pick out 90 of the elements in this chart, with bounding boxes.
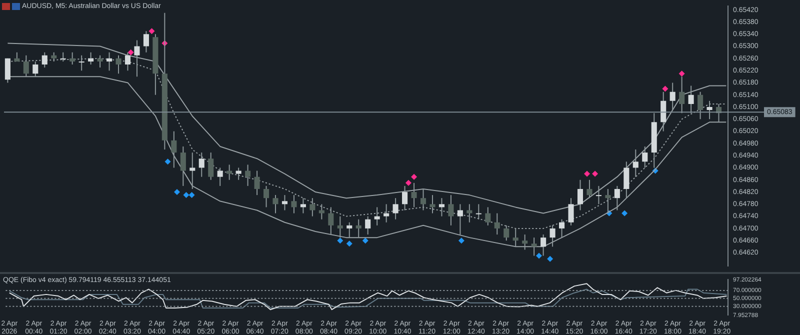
point (584, 170, 590, 177)
candlestick (430, 194, 436, 214)
candlestick (522, 234, 528, 250)
point (188, 192, 195, 198)
point (622, 210, 628, 216)
candlestick (438, 198, 444, 217)
candlestick (504, 224, 510, 242)
candlestick (318, 204, 324, 220)
candlestick (263, 185, 270, 208)
point (458, 238, 464, 244)
candlestick (78, 54, 84, 72)
point (337, 238, 344, 244)
candlestick (97, 54, 103, 68)
point (678, 70, 685, 77)
candlestick (236, 167, 242, 180)
candlestick (171, 130, 177, 168)
candlestick (457, 204, 463, 236)
candlestick (198, 152, 204, 178)
candlestick (245, 164, 251, 186)
point (183, 192, 190, 198)
candlestick (512, 228, 518, 248)
candlestick (586, 179, 592, 199)
candlestick (14, 52, 20, 62)
point (536, 252, 542, 259)
point (411, 174, 418, 180)
candlestick (706, 100, 712, 120)
candlestick (190, 152, 196, 190)
candlestick (300, 198, 306, 214)
candlestick (660, 91, 666, 132)
candlestick (384, 204, 390, 223)
candlestick (392, 198, 398, 220)
candlestick (143, 30, 149, 53)
point (405, 180, 412, 186)
candlestick (596, 185, 602, 205)
candlestick (374, 206, 380, 226)
candlestick (208, 152, 214, 180)
candlestick (365, 216, 371, 236)
candlestick (70, 52, 76, 65)
candlestick (577, 179, 584, 211)
candlestick (291, 194, 297, 214)
candlestick (4, 58, 10, 84)
candlestick (124, 52, 131, 72)
candlestick (485, 206, 491, 226)
candlestick (180, 146, 186, 186)
point (164, 158, 171, 165)
candlestick (531, 237, 537, 256)
point (128, 49, 134, 56)
candlestick (23, 54, 29, 78)
candlestick (624, 161, 630, 199)
candlestick (106, 52, 112, 72)
point (362, 238, 368, 244)
candlestick (642, 146, 648, 168)
candlestick (466, 204, 472, 223)
point (148, 28, 155, 34)
candlestick (60, 52, 66, 62)
candlestick (134, 40, 140, 78)
point (592, 170, 598, 177)
candlestick (559, 218, 565, 238)
candlestick (614, 185, 620, 211)
candlestick (670, 82, 676, 111)
candlestick (328, 206, 334, 236)
candlestick (116, 54, 122, 74)
point (174, 189, 180, 196)
candlestick (356, 218, 362, 238)
candlestick (32, 60, 38, 78)
candlestick (254, 170, 260, 196)
candlestick (226, 164, 232, 180)
candlestick (346, 222, 352, 238)
point (547, 256, 554, 262)
point (662, 86, 668, 92)
candlestick (494, 212, 500, 236)
candlestick (42, 52, 48, 68)
candlestick (310, 198, 316, 217)
candlestick (411, 182, 417, 208)
candlestick (550, 224, 556, 248)
candlestick (217, 167, 223, 186)
candlestick (51, 52, 57, 62)
candlestick (272, 194, 278, 214)
point (346, 240, 352, 247)
candlestick (568, 198, 574, 226)
candlestick (402, 185, 408, 211)
candlestick (88, 52, 94, 65)
candlestick (420, 188, 426, 211)
candlestick (448, 194, 454, 226)
candlestick (540, 234, 546, 256)
candlestick (632, 149, 638, 178)
candlestick (282, 194, 288, 211)
candlestick (698, 91, 704, 120)
candlestick (688, 85, 694, 114)
candlestick (476, 204, 482, 220)
